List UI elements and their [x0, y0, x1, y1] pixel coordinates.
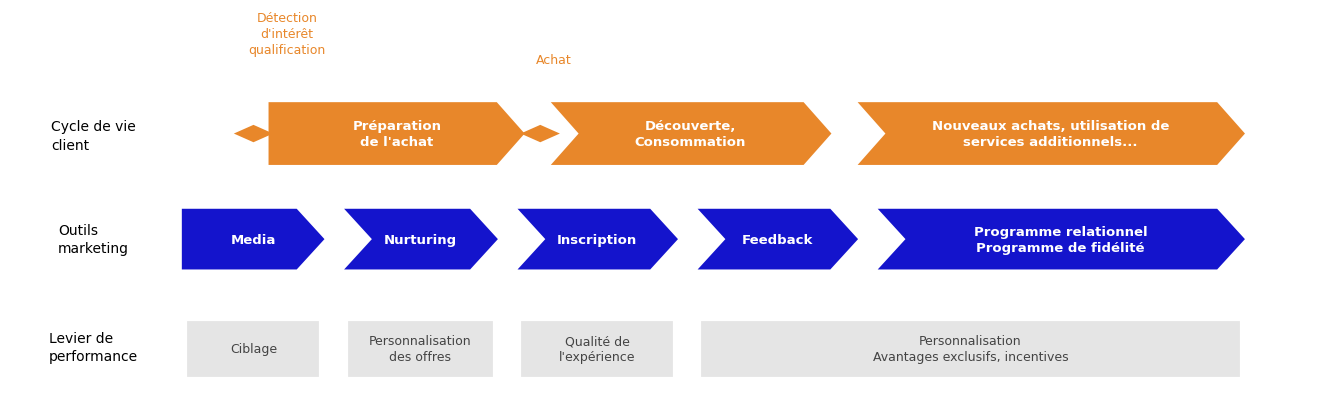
Text: Nouveaux achats, utilisation de
services additionnels...: Nouveaux achats, utilisation de services…	[932, 120, 1169, 149]
Text: Feedback: Feedback	[742, 233, 812, 246]
Polygon shape	[520, 126, 560, 143]
Polygon shape	[874, 207, 1247, 272]
Text: Cycle de vie
client: Cycle de vie client	[51, 120, 136, 152]
Text: Outils
marketing: Outils marketing	[57, 223, 129, 256]
Polygon shape	[514, 207, 680, 272]
Polygon shape	[233, 126, 273, 143]
Polygon shape	[854, 101, 1247, 167]
Polygon shape	[180, 207, 327, 272]
Text: Découverte,
Consommation: Découverte, Consommation	[635, 120, 746, 149]
Text: Qualité de
l'expérience: Qualité de l'expérience	[559, 335, 635, 363]
FancyBboxPatch shape	[346, 319, 495, 379]
FancyBboxPatch shape	[185, 319, 321, 379]
Text: Programme relationnel
Programme de fidélité: Programme relationnel Programme de fidél…	[974, 225, 1147, 254]
Text: Détection
d'intérêt
qualification: Détection d'intérêt qualification	[248, 12, 325, 57]
Text: Personnalisation
Avantages exclusifs, incentives: Personnalisation Avantages exclusifs, in…	[872, 335, 1069, 363]
Polygon shape	[547, 101, 834, 167]
Polygon shape	[267, 101, 527, 167]
Polygon shape	[340, 207, 500, 272]
Text: Préparation
de l'achat: Préparation de l'achat	[352, 120, 442, 149]
FancyBboxPatch shape	[519, 319, 675, 379]
Text: Inscription: Inscription	[556, 233, 638, 246]
FancyBboxPatch shape	[699, 319, 1242, 379]
Text: Personnalisation
des offres: Personnalisation des offres	[370, 335, 471, 363]
Polygon shape	[694, 207, 860, 272]
Text: Nurturing: Nurturing	[384, 233, 456, 246]
Text: Levier de
performance: Levier de performance	[49, 331, 137, 363]
Text: Ciblage: Ciblage	[229, 342, 277, 356]
Text: Media: Media	[231, 233, 276, 246]
Text: Achat: Achat	[536, 54, 571, 66]
